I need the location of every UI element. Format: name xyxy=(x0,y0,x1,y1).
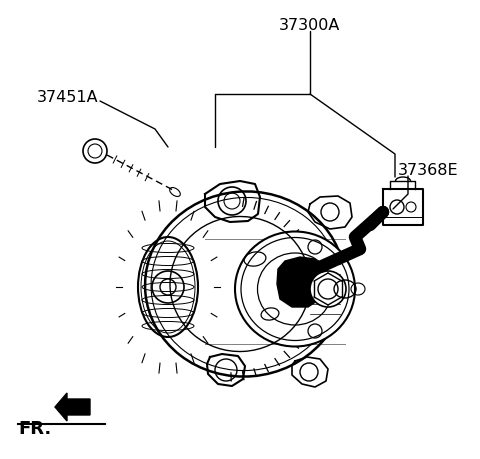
Text: 37451A: 37451A xyxy=(37,90,99,105)
Polygon shape xyxy=(277,257,324,308)
Ellipse shape xyxy=(235,232,355,347)
Text: 37300A: 37300A xyxy=(279,18,341,33)
Text: 37368E: 37368E xyxy=(398,162,458,178)
Text: FR.: FR. xyxy=(18,419,51,437)
Polygon shape xyxy=(55,393,90,421)
Circle shape xyxy=(310,271,346,308)
